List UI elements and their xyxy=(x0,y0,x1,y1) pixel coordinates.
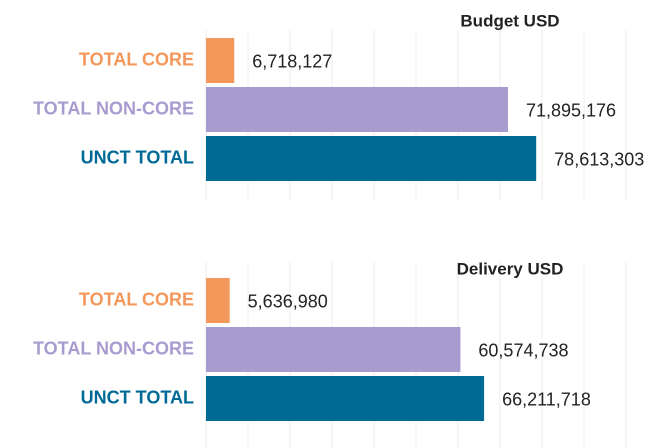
category-label: TOTAL NON-CORE xyxy=(33,338,194,358)
bar xyxy=(206,376,485,421)
bar xyxy=(206,327,461,372)
value-label: 5,636,980 xyxy=(248,291,328,311)
category-label: TOTAL NON-CORE xyxy=(33,98,194,118)
bar xyxy=(206,278,230,323)
value-label: 60,574,738 xyxy=(478,340,568,360)
bar xyxy=(206,38,235,83)
category-label: UNCT TOTAL xyxy=(81,147,194,167)
value-label: 71,895,176 xyxy=(526,100,616,120)
value-label: 6,718,127 xyxy=(252,51,332,71)
category-label: UNCT TOTAL xyxy=(81,387,194,407)
value-label: 78,613,303 xyxy=(554,149,644,169)
value-label: 66,211,718 xyxy=(502,389,591,409)
chart-title: Budget USD xyxy=(460,11,559,30)
category-label: TOTAL CORE xyxy=(79,49,194,69)
category-label: TOTAL CORE xyxy=(79,289,194,309)
bar xyxy=(206,87,508,132)
chart-title: Delivery USD xyxy=(457,259,564,278)
bar xyxy=(206,136,537,181)
